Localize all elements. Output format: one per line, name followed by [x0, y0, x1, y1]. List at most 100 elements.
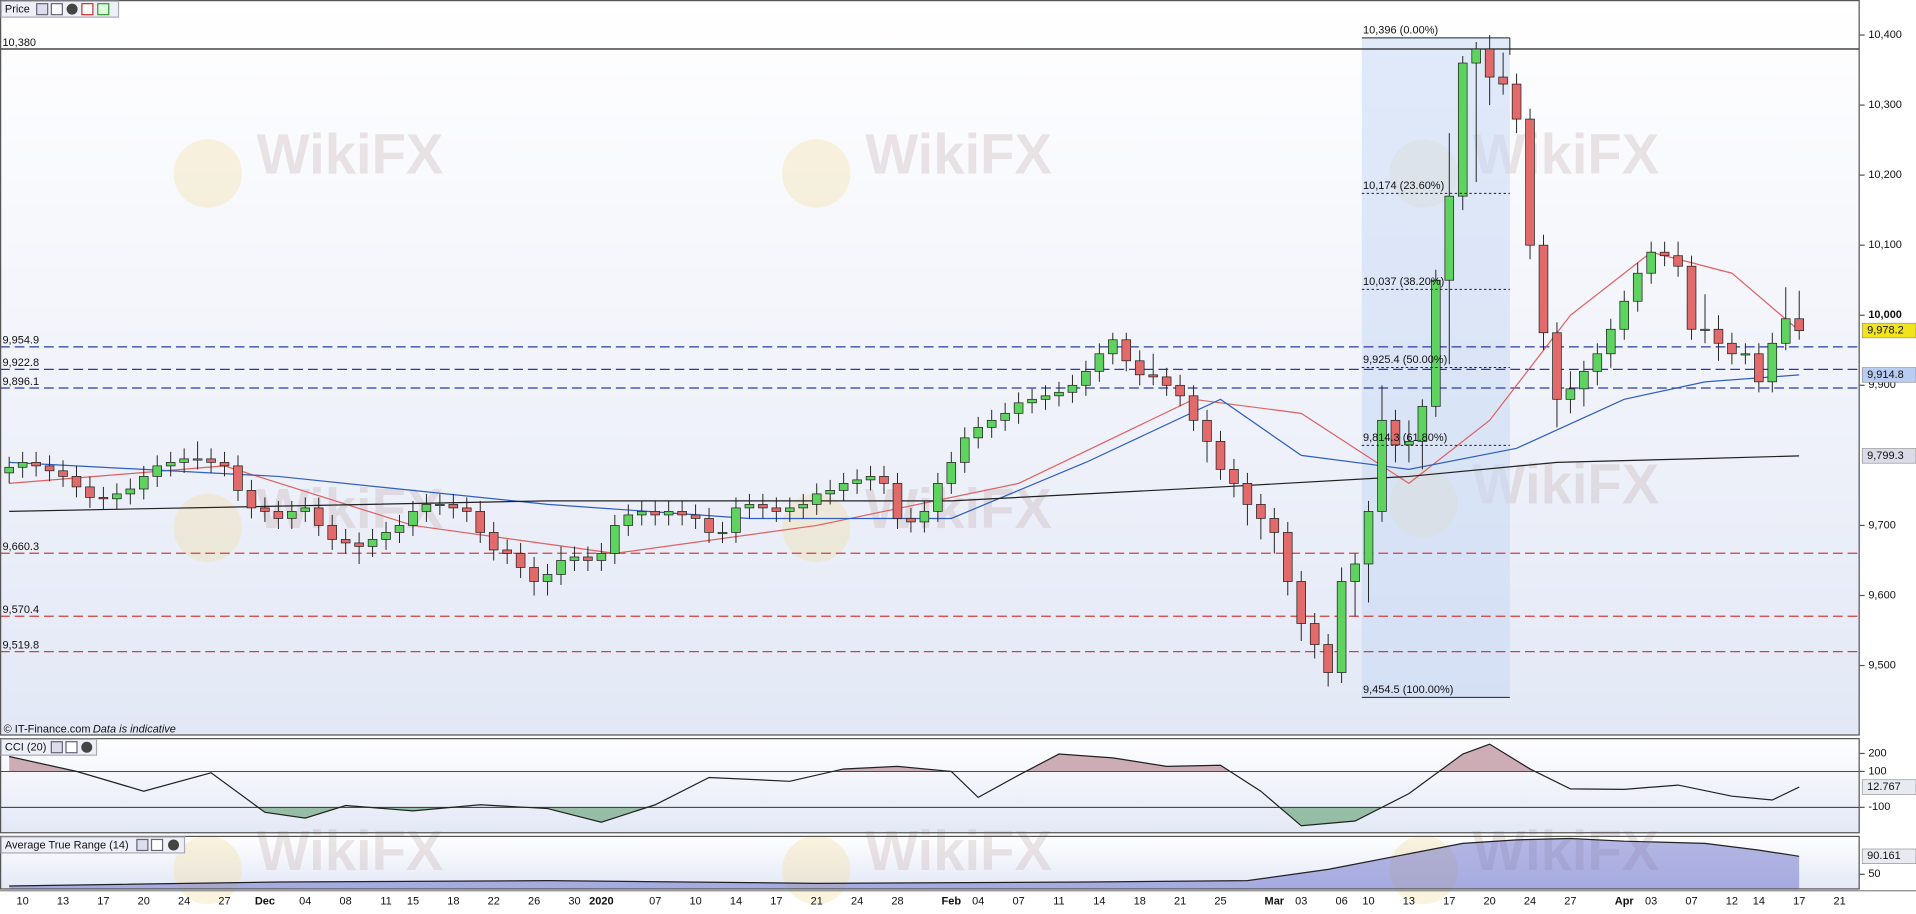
close-icon[interactable]: [168, 839, 180, 851]
maximize-icon[interactable]: [150, 838, 164, 852]
cci-frame: [0, 738, 1860, 834]
candle-body: [354, 542, 364, 547]
candle-body: [758, 504, 768, 509]
x-tick-label: 21: [1833, 896, 1845, 908]
atr-line: [9, 837, 1800, 887]
settings-icon[interactable]: [136, 838, 149, 852]
panel-plot: [0, 35, 1860, 698]
candle-body: [785, 507, 795, 512]
candle-body: [1229, 469, 1239, 484]
candle-body: [1336, 581, 1347, 673]
x-tick-label: 03: [1645, 896, 1657, 908]
add-icon[interactable]: [81, 3, 94, 16]
candle-body: [610, 525, 620, 554]
candle-body: [1148, 374, 1158, 378]
y-tick-label: 10,300: [1868, 99, 1902, 111]
atr-header: Average True Range (14): [0, 836, 186, 854]
candle-body: [1296, 581, 1307, 624]
close-icon[interactable]: [66, 3, 78, 15]
x-tick-label: 14: [1753, 896, 1765, 908]
y-tick-label: 10,400: [1868, 29, 1902, 41]
candle-body: [1175, 384, 1185, 397]
candle-body: [825, 490, 835, 495]
candle-body: [1040, 395, 1051, 400]
price-tag-label: 9,914.8: [1867, 369, 1904, 381]
x-tick-label: 2020: [589, 896, 613, 908]
candle-body: [1579, 370, 1589, 390]
candle-body: [340, 539, 351, 544]
candle-body: [1646, 251, 1656, 274]
candle-body: [367, 539, 378, 547]
watermark: WikiFX: [782, 819, 1052, 905]
candle-body: [4, 466, 14, 474]
candle-body: [287, 511, 297, 519]
y-tick-label: 10,000: [1868, 309, 1902, 321]
up-icon[interactable]: [97, 3, 110, 16]
candle-body: [1309, 623, 1320, 645]
x-tick-label: 27: [218, 896, 230, 908]
candle-body: [838, 483, 849, 491]
candle-body: [1727, 342, 1737, 355]
candle-body: [1027, 398, 1037, 404]
close-icon[interactable]: [81, 741, 93, 753]
candle-body: [1444, 195, 1455, 281]
candle-body: [1134, 360, 1145, 376]
candle-body: [906, 518, 916, 523]
maximize-icon[interactable]: [65, 741, 78, 754]
x-tick-label: Feb: [942, 896, 962, 908]
settings-icon[interactable]: [36, 3, 49, 16]
x-tick-label: 26: [528, 896, 540, 908]
candle-body: [1659, 251, 1670, 257]
x-tick-label: Dec: [255, 896, 275, 908]
fib-label: 10,174 (23.60%): [1363, 180, 1444, 192]
candle-body: [44, 465, 55, 472]
x-tick-label: 17: [97, 896, 109, 908]
x-tick-label: 17: [1443, 896, 1455, 908]
candle-body: [1794, 318, 1804, 332]
candle-body: [260, 507, 270, 512]
x-tick-label: 17: [1793, 896, 1805, 908]
x-tick-label: 04: [972, 896, 984, 908]
candle-body: [542, 574, 553, 582]
candle-body: [1256, 504, 1266, 519]
candle-body: [313, 507, 324, 526]
x-tick-label: 28: [891, 896, 903, 908]
fib-label: 10,396 (0.00%): [1363, 24, 1438, 36]
value-tag-label: 90.161: [1867, 850, 1901, 862]
candle-body: [1592, 353, 1603, 372]
candle-body: [892, 483, 903, 519]
watermark: WikiFX: [782, 123, 1052, 208]
fib-label: 9,814.3 (61.80%): [1363, 432, 1447, 444]
panel-title: Price: [5, 4, 30, 16]
settings-icon[interactable]: [50, 741, 63, 754]
candle-body: [1767, 342, 1778, 383]
level-label: 9,519.8: [2, 639, 39, 651]
cci-line: [9, 743, 1800, 827]
candle-body: [1377, 419, 1387, 512]
candle-body: [1000, 412, 1010, 421]
plot-layer: 10,400 10,300 10,200 10,100 10,000 9,900 9,700…: [0, 24, 1916, 908]
candle-body: [1431, 279, 1441, 407]
candle-body: [475, 511, 486, 533]
x-tick-label: 10: [17, 896, 29, 908]
candle-body: [636, 511, 647, 516]
x-tick-label: 03: [1295, 896, 1307, 908]
candle-body: [623, 514, 634, 526]
watermark-text: WikiFX: [257, 123, 444, 186]
watermark-text: WikiFX: [257, 477, 444, 540]
watermark: WikiFX: [173, 819, 443, 905]
price-frame: [0, 0, 1860, 736]
candle-body: [717, 532, 728, 535]
maximize-icon[interactable]: [50, 3, 63, 16]
candle-body: [1740, 353, 1751, 356]
watermarks: WikiFX WikiFX WikiFX WikiFX WikiFX WikiF…: [173, 123, 1659, 905]
x-tick-label: 11: [380, 896, 391, 908]
candle-body: [1538, 244, 1549, 334]
x-tick-label: 22: [488, 896, 500, 908]
cci-panel-bg: [0, 738, 1860, 834]
x-tick-label: 04: [299, 896, 311, 908]
panel-plot: [9, 837, 1800, 890]
cci-header: CCI (20): [0, 738, 98, 756]
candle-body: [1713, 328, 1724, 344]
